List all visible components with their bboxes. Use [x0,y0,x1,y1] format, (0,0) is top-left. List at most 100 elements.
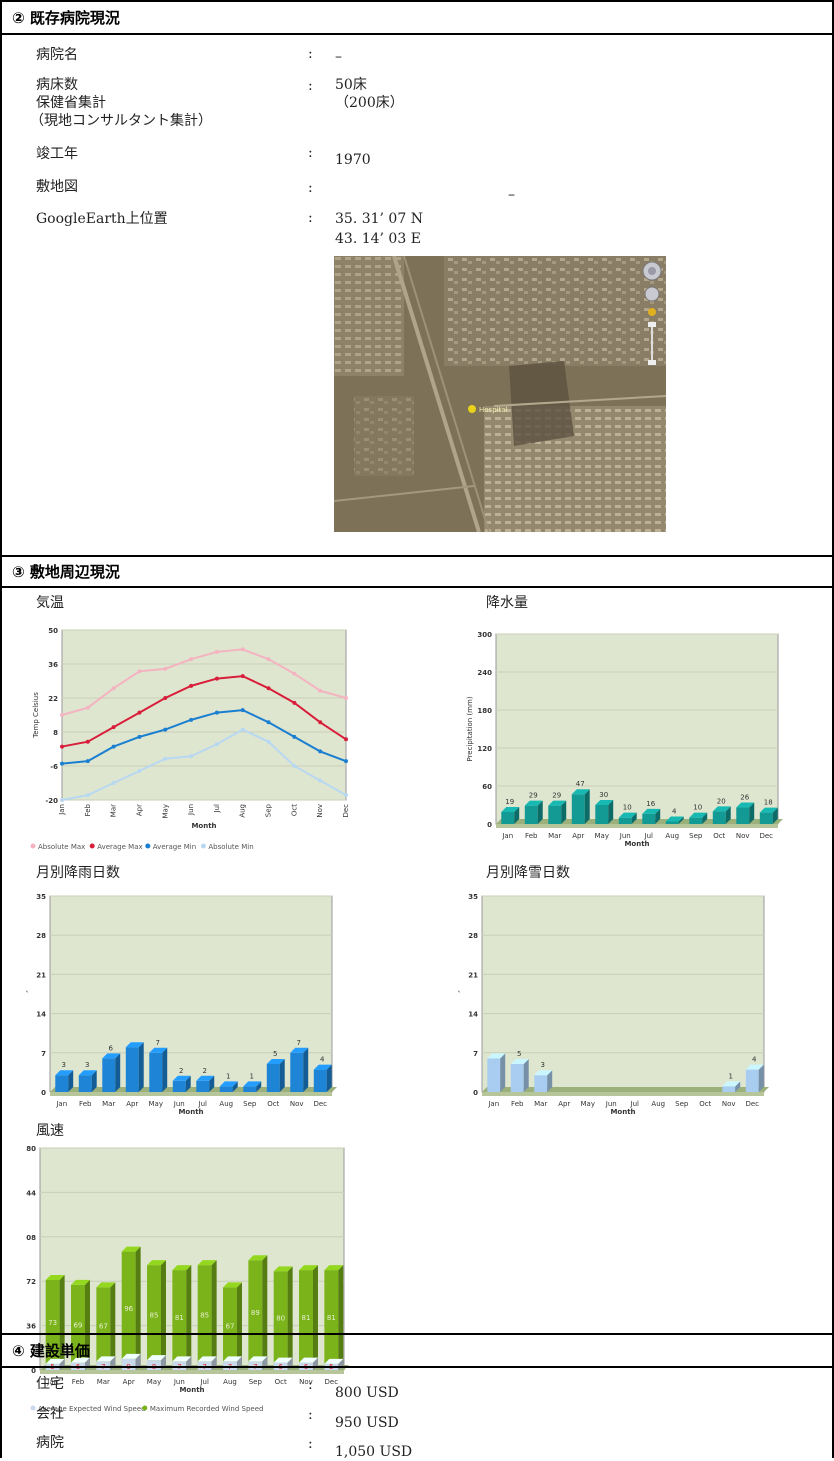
data-point [344,696,348,700]
bar [196,1080,210,1092]
location-marker-icon[interactable] [468,405,476,413]
cost-row-value: 1,050 USD [335,1444,413,1460]
cost-row-value: 800 USD [335,1385,399,1401]
bar [71,1284,85,1370]
colon: : [308,145,313,161]
bar-side [236,1282,242,1370]
data-point [266,686,271,691]
y-tick-label: 7 [473,1050,478,1058]
data-label: 1 [226,1072,230,1080]
bar [125,1047,139,1092]
data-label: 30 [599,791,608,799]
data-point [344,737,348,742]
x-tick-label: Sep [249,1378,263,1386]
data-point [60,713,64,717]
x-tick-label: Jun [173,1100,185,1108]
x-tick-label: Mar [102,1100,115,1108]
bar [273,1271,288,1370]
bar-side [772,807,778,824]
bar-top [172,1075,191,1081]
bar-top [78,1070,97,1076]
y-tick-label: 0 [31,1367,36,1375]
satellite-map[interactable]: Hospital [334,256,666,532]
data-point [266,657,271,662]
y-axis-label: Precipitation (mm) [466,696,474,761]
bar [147,1360,161,1370]
pan-control-icon[interactable] [644,286,660,302]
data-label: 67 [99,1323,108,1331]
x-tick-label: Jan [501,832,513,840]
bar-side [91,1070,97,1092]
x-tick-label: Oct [713,832,725,840]
section-divider [0,555,834,557]
bar-top [223,1356,242,1362]
legend-entry: Absolute Max [38,843,85,851]
data-label: 6 [109,1044,114,1052]
cost-row-label: 病院 [36,1435,64,1451]
section-divider [0,1366,834,1368]
data-label: 7 [156,1039,160,1047]
bar-side [262,1255,268,1370]
bar-side [702,812,708,824]
bar-top [712,806,731,812]
data-point [137,669,142,674]
x-tick-label: Jan [46,1378,58,1386]
x-tick-label: Aug [239,804,247,818]
y-tick-label: 72 [26,1278,36,1286]
x-tick-label: Mar [97,1378,110,1386]
bar-side [256,1081,262,1092]
data-point [318,688,323,693]
bar [55,1075,69,1092]
bar-top [248,1356,268,1362]
x-tick-label: Feb [525,832,538,840]
x-tick-label: Nov [736,832,750,840]
bar [299,1270,313,1370]
x-tick-label: Jun [173,1378,185,1386]
x-tick-label: Jun [187,804,195,816]
data-point [292,671,297,676]
x-tick-label: Jul [644,832,654,840]
x-tick-label: May [149,1100,163,1108]
legend-entry: Maximum Recorded Wind Speed [150,1405,264,1413]
legend-marker [200,843,206,849]
bar-side [326,1064,332,1092]
y-tick-label: 22 [48,695,58,703]
bar-side [338,1265,344,1370]
bar-top [197,1356,217,1362]
data-label: 10 [623,804,632,812]
bar-top [571,789,590,795]
bar-top [223,1282,242,1288]
data-label: 85 [200,1312,209,1320]
bar [96,1287,111,1370]
compass-icon[interactable] [642,261,662,281]
bar-top [172,1265,192,1271]
x-tick-label: Jul [198,1100,208,1108]
section-divider [0,33,834,35]
data-point [214,742,219,747]
x-tick-label: Apr [558,1100,570,1108]
bar-top [722,1081,741,1087]
data-point [111,686,116,691]
data-point [344,793,348,798]
zoom-slider-icon[interactable] [648,308,656,365]
data-point [240,647,245,652]
y-tick-label: 108 [26,1234,36,1242]
y-tick-label: 300 [477,631,492,639]
bar-top [759,807,778,813]
chart-floor [482,1087,769,1092]
data-point [240,727,245,732]
bar-top [501,806,520,812]
cost-row-label: 住宅 [36,1376,64,1392]
data-label: 96 [124,1305,133,1313]
data-point [189,717,194,722]
bar-top [196,1075,215,1081]
legend-marker [142,1405,148,1411]
data-point [189,754,194,759]
x-tick-label: Dec [342,804,350,818]
bar [172,1361,187,1370]
data-point [240,708,245,713]
data-label: 3 [541,1061,545,1069]
x-tick-label: Feb [72,1378,85,1386]
data-label: 69 [74,1321,83,1329]
